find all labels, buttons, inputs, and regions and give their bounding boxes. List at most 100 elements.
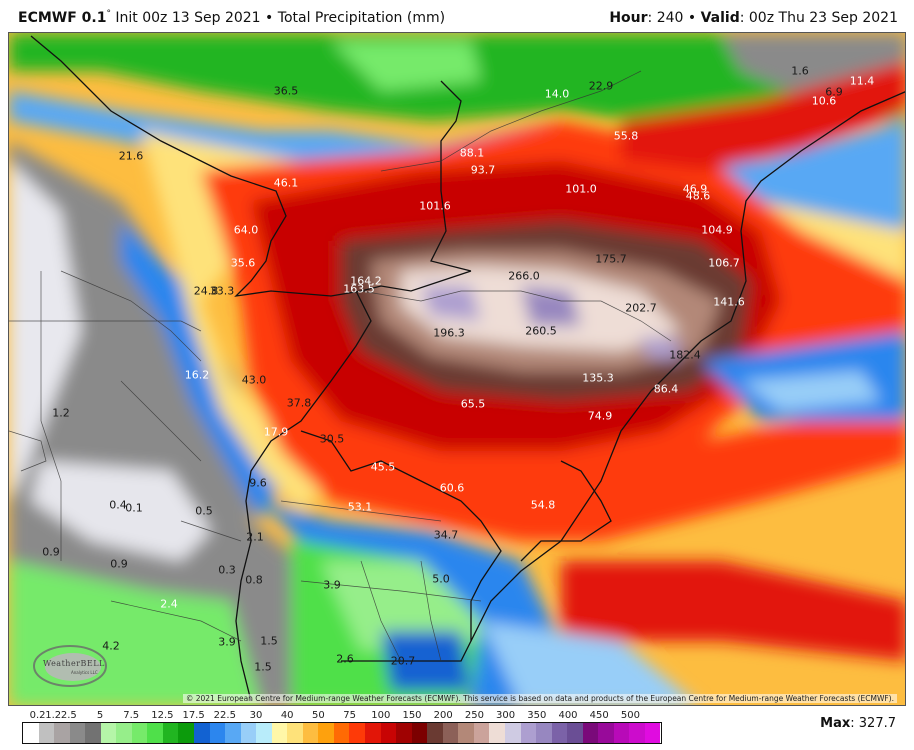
legend-color-swatch (38, 723, 55, 743)
hour-label: Hour (609, 10, 648, 26)
legend-color-swatch (536, 723, 552, 743)
precip-value-label: 17.9 (263, 425, 289, 439)
precip-value-label: 22.9 (588, 79, 614, 93)
legend-color-swatch (442, 723, 459, 743)
legend-color-swatch (256, 723, 272, 743)
precip-value-label: 0.3 (218, 563, 236, 577)
legend-tick-label: 5 (96, 710, 104, 721)
legend-tick-label: 0.2 (29, 710, 46, 721)
legend-color-swatch (287, 723, 303, 743)
precip-value-label: 2.4 (160, 597, 178, 611)
precip-value-label: 1.2 (52, 406, 70, 420)
precip-value-label: 93.7 (470, 163, 496, 177)
legend-tick-label: 17.5 (182, 710, 205, 721)
legend-color-swatch (504, 723, 521, 743)
legend-color-swatch (396, 723, 412, 743)
precip-value-label: 1.5 (260, 634, 278, 648)
precip-value-label: 10.6 (811, 94, 837, 108)
max-label: Max (820, 716, 851, 731)
precip-value-label: 2.6 (336, 652, 354, 666)
precip-value-label: 20.7 (390, 654, 416, 668)
valid-label: Valid (700, 10, 740, 26)
legend-color-swatch (489, 723, 505, 743)
precip-value-label: 5.0 (432, 572, 450, 586)
legend-tick-label: 50 (312, 710, 325, 721)
precip-value-label: 164.2 (350, 274, 382, 288)
legend-tick-label: 250 (464, 710, 484, 721)
legend-color-swatch (178, 723, 195, 743)
legend-color-swatch (194, 723, 210, 743)
state-borders (9, 70, 672, 662)
precip-value-label: 43.0 (241, 373, 267, 387)
precip-value-label: 46.1 (273, 176, 299, 190)
precip-value-label: 11.4 (849, 74, 875, 88)
legend-tick-label: 40 (280, 710, 294, 721)
legend-tick-label: 350 (527, 710, 547, 721)
legend-tick-label: 300 (496, 710, 516, 721)
legend-color-swatch (582, 723, 599, 743)
legend-color-swatch (23, 723, 39, 743)
precip-value-label: 64.0 (233, 223, 259, 237)
legend-tick-label: 12.5 (151, 710, 174, 721)
precip-value-label: 65.5 (460, 397, 486, 411)
precipitation-map: 36.5 14.0 22.9 1.6 11.4 6.9 10.6 21.6 55.8 88.1 93… (8, 32, 906, 706)
precip-value-label: 196.3 (433, 326, 465, 340)
title-bar: ECMWF 0.1° Init 00z 13 Sep 2021 • Total … (0, 0, 914, 32)
precip-value-label: 48.6 (685, 189, 711, 203)
copyright-notice: © 2021 European Centre for Medium-range … (182, 694, 897, 703)
legend-color-swatch (551, 723, 568, 743)
legend-color-swatch (567, 723, 583, 743)
precip-value-label: 14.0 (544, 87, 570, 101)
precip-value-label: 30.5 (319, 432, 345, 446)
title-separator: • (265, 10, 274, 26)
legend-colorbar (22, 722, 662, 744)
precip-value-label: 2.1 (246, 530, 264, 544)
precip-value-label: 6.9 (825, 85, 843, 99)
legend-color-swatch (520, 723, 537, 743)
legend-color-swatch (318, 723, 334, 743)
swirl-icon (33, 645, 107, 687)
legend-color-swatch (147, 723, 163, 743)
color-legend: 0.2 1.2 2.5 5 7.5 12.5 17.5 22.5 30 40 50 75 100 150 2… (22, 708, 662, 748)
precip-value-label: 16.2 (184, 368, 210, 382)
product-name: Total Precipitation (mm) (277, 10, 446, 26)
legend-color-swatch (271, 723, 288, 743)
model-name: ECMWF 0.1 (18, 10, 107, 26)
precip-value-label: 260.5 (525, 324, 557, 338)
precip-value-label: 175.7 (595, 252, 627, 266)
legend-color-swatch (473, 723, 490, 743)
precip-value-label: 35.6 (230, 256, 256, 270)
precip-value-label: 0.8 (245, 573, 263, 587)
title-separator-2: • (687, 10, 697, 26)
valid-value: : 00z Thu 23 Sep 2021 (739, 10, 898, 26)
legend-color-swatch (100, 723, 117, 743)
legend-color-swatch (349, 723, 366, 743)
precip-value-label: 86.4 (653, 382, 679, 396)
precip-value-label: 0.1 (125, 501, 143, 515)
precip-value-label: 101.6 (419, 199, 451, 213)
legend-color-swatch (131, 723, 148, 743)
precip-value-label: 4.2 (102, 639, 120, 653)
precip-value-label: 33.3 (209, 284, 235, 298)
precip-value-label: 0.5 (195, 504, 213, 518)
legend-color-swatch (225, 723, 241, 743)
precip-value-label: 0.9 (42, 545, 60, 559)
legend-color-swatch (411, 723, 428, 743)
legend-color-swatch (644, 723, 661, 743)
precip-value-label: 163.5 (343, 282, 375, 296)
legend-tick-label: 100 (371, 710, 391, 721)
max-value: Max: 327.7 (820, 716, 896, 731)
hour-value: : 240 (647, 10, 684, 26)
legend-color-swatch (302, 723, 319, 743)
logo-subtext: Analytics LLC (71, 670, 98, 675)
precip-value-label: 46.9 (682, 182, 708, 196)
precip-value-label: 9.6 (249, 476, 267, 490)
precip-value-label: 266.0 (508, 269, 540, 283)
legend-tick-label: 500 (620, 710, 640, 721)
max-number: : 327.7 (850, 716, 896, 731)
legend-tick-label: 7.5 (123, 710, 140, 721)
precip-value-label: 0.9 (110, 557, 128, 571)
legend-ticks: 0.2 1.2 2.5 5 7.5 12.5 17.5 22.5 30 40 50 75 100 150 2… (22, 710, 662, 722)
precip-value-label: 135.3 (582, 371, 614, 385)
precip-value-label: 141.6 (713, 295, 745, 309)
